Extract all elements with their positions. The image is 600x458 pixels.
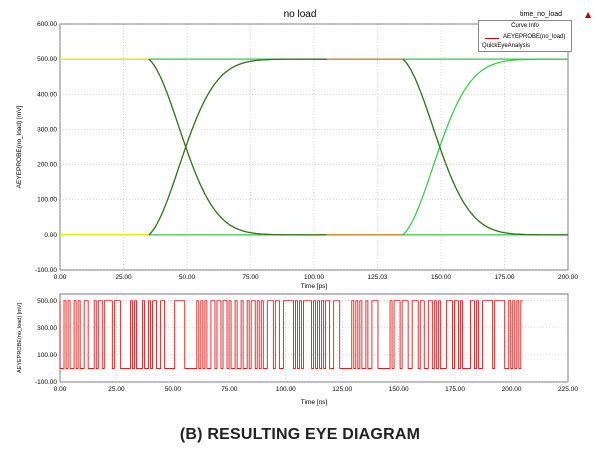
bitstream-x-ticks: 0.00 25.00 50.00 75.00 100.00 125.00 150.00 175… — [54, 386, 579, 393]
eye-diagram-plot: 0.00 25.00 50.00 75.00 100.00 125.03 150.00 175… — [35, 21, 578, 281]
eye-x-tick-label: 25.00 — [115, 274, 132, 281]
eye-y-tick-label: -100.00 — [35, 267, 57, 274]
window-title: time_no_load — [520, 11, 563, 18]
legend-quick-eye: QuickEyeAnalysis — [482, 43, 531, 49]
eye-x-tick-label: 100.00 — [304, 274, 324, 281]
bitstream-y-tick-label: 300.00 — [37, 325, 57, 332]
eye-x-tick-label: 0.00 — [54, 274, 67, 281]
eye-y-tick-label: 400.00 — [37, 91, 57, 98]
eye-y-axis-label: AEYEPROBE(no_load) [mV] — [16, 105, 23, 188]
bitstream-x-tick-label: 150.00 — [389, 386, 409, 393]
eye-y-tick-label: 0.00 — [44, 232, 57, 239]
eye-y-tick-label: 100.00 — [37, 197, 57, 204]
bitstream-x-tick-label: 175.00 — [445, 386, 465, 393]
bitstream-x-tick-label: 0.00 — [54, 386, 67, 393]
bitstream-y-ticks: 500.00 300.00 100.00 -100.00 — [35, 298, 57, 386]
eye-x-ticks: 0.00 25.00 50.00 75.00 100.00 125.03 150.00 175… — [54, 274, 579, 281]
bitstream-plot: 0.00 25.00 50.00 75.00 100.00 125.00 150.00 175… — [35, 293, 579, 393]
eye-x-tick-label: 50.00 — [179, 274, 196, 281]
eye-rising-edge-2 — [402, 58, 568, 236]
eye-y-tick-label: 500.00 — [37, 56, 57, 63]
bitstream-y-tick-label: 500.00 — [37, 298, 57, 305]
bitstream-x-tick-label: 125.00 — [332, 386, 352, 393]
eye-y-tick-label: 200.00 — [37, 162, 57, 169]
eye-curves — [60, 58, 568, 236]
eye-x-axis-label: Time [ps] — [301, 283, 328, 290]
figure-caption: (B) RESULTING EYE DIAGRAM — [179, 426, 421, 443]
eye-falling-edge-2-overlay — [402, 58, 568, 236]
legend-header: Curve Info — [511, 23, 539, 29]
eye-x-tick-label: 75.00 — [242, 274, 259, 281]
eye-y-ticks: 600.00 500.00 400.00 300.00 200.00 100.00 0.00… — [35, 21, 57, 274]
bitstream-y-tick-label: -100.00 — [35, 379, 57, 386]
legend-entry: AEYEPROBE(no_load) — [503, 34, 566, 40]
curve-info-legend[interactable]: Curve Info AEYEPROBE(no_load) QuickEyeAn… — [478, 20, 572, 52]
eye-y-tick-label: 300.00 — [37, 126, 57, 133]
bitstream-x-tick-label: 75.00 — [221, 386, 238, 393]
bitstream-x-tick-label: 225.00 — [558, 386, 578, 393]
eye-x-tick-label: 175.00 — [495, 274, 515, 281]
bitstream-x-tick-label: 200.00 — [502, 386, 522, 393]
bitstream-x-tick-label: 100.00 — [276, 386, 296, 393]
triangle-marker-icon[interactable]: ▲ — [585, 10, 592, 19]
legend-line-swatch — [485, 38, 499, 39]
eye-x-tick-label: 150.00 — [431, 274, 451, 281]
eye-falling-edge-overlay — [148, 58, 327, 236]
bitstream-trace — [59, 300, 523, 369]
bitstream-x-axis-label: Time [ns] — [301, 399, 328, 406]
eye-x-tick-label: 125.03 — [368, 274, 388, 281]
bitstream-x-tick-label: 25.00 — [108, 386, 125, 393]
eye-rising-edge-overlay — [148, 58, 327, 236]
bitstream-y-axis-label: AEYEPROBE(no_load) [mV] — [17, 303, 23, 373]
eye-chart-title: no load — [284, 9, 317, 20]
bitstream-y-tick-label: 100.00 — [37, 352, 57, 359]
bitstream-waveform — [59, 300, 523, 369]
bitstream-x-tick-label: 50.00 — [165, 386, 182, 393]
eye-x-tick-label: 200.00 — [558, 274, 578, 281]
eye-y-tick-label: 600.00 — [37, 21, 57, 28]
